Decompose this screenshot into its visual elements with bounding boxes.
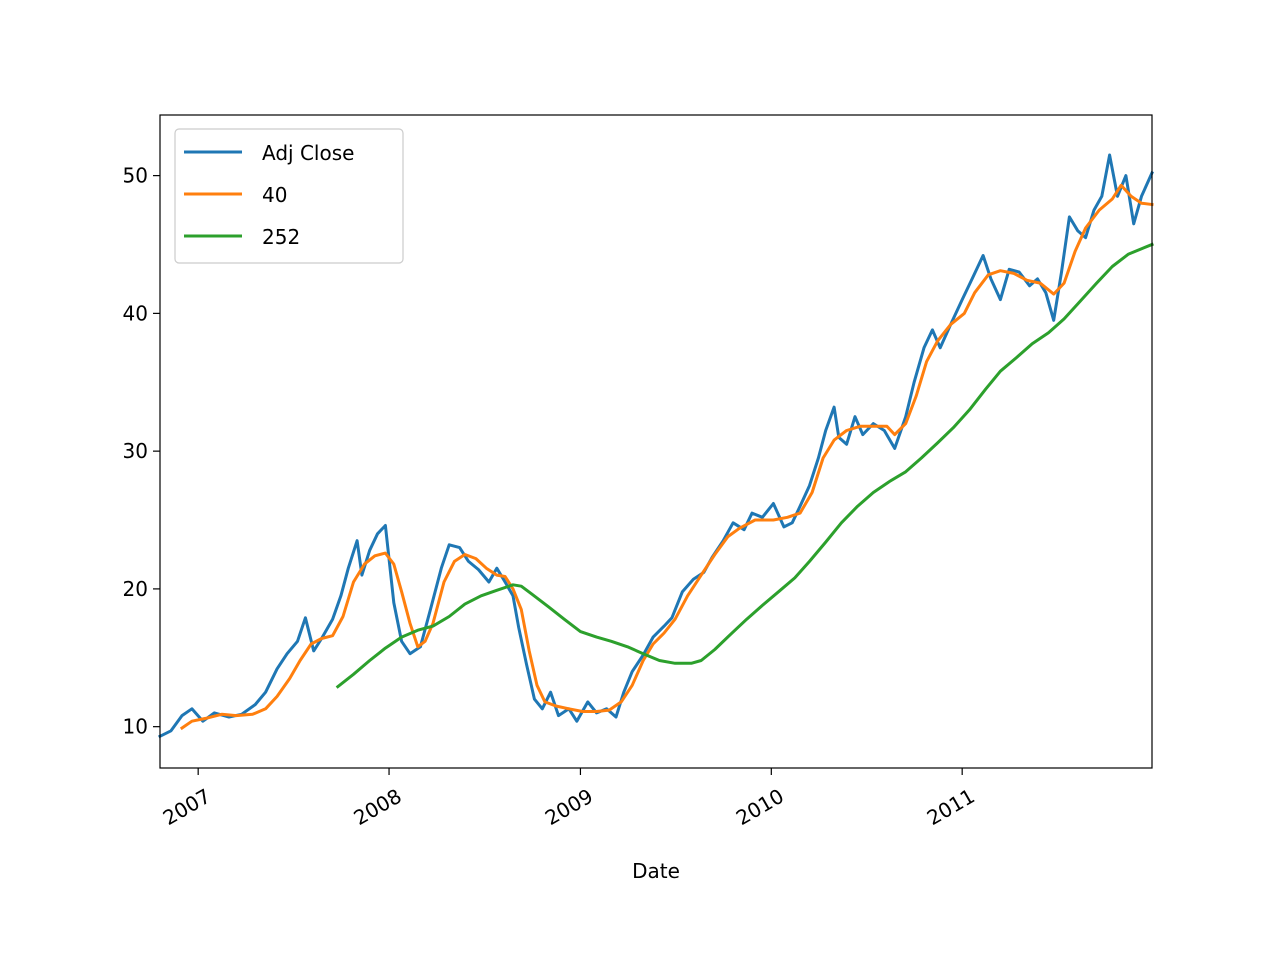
y-tick-label: 40 <box>123 301 148 325</box>
series-line-adj-close <box>157 153 1154 739</box>
legend-label-40: 40 <box>262 183 287 207</box>
series-lines <box>157 153 1154 739</box>
y-tick-label: 10 <box>123 715 148 739</box>
y-tick-label: 30 <box>123 439 148 463</box>
series-line-252 <box>335 242 1154 689</box>
legend-label-adj-close: Adj Close <box>262 141 354 165</box>
legend: Adj Close 40 252 <box>174 128 404 264</box>
series-line-40 <box>179 183 1154 731</box>
legend-box <box>174 128 404 264</box>
y-tick-label: 20 <box>123 577 148 601</box>
plot-area-frame <box>159 114 1153 769</box>
legend-label-252: 252 <box>262 225 300 249</box>
y-tick-label: 50 <box>123 164 148 188</box>
x-axis-title: Date <box>632 859 680 883</box>
